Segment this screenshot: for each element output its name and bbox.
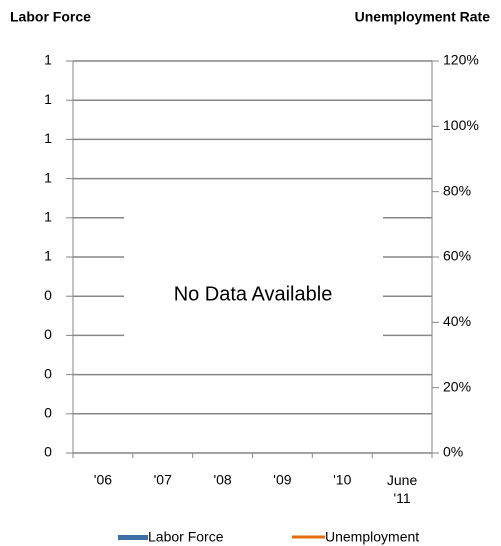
- y2-tick-label: 100%: [443, 117, 479, 133]
- y-tick-label: 1: [44, 91, 52, 107]
- y-tick-label: 1: [44, 169, 52, 185]
- y2-tick-label: 120%: [443, 52, 479, 68]
- legend-label: Labor Force: [148, 529, 224, 545]
- y-tick-label: 0: [44, 365, 52, 381]
- x-tick-label: '10: [333, 472, 351, 488]
- x-tick-label: '09: [273, 472, 291, 488]
- y2-axis-title: Unemployment Rate: [355, 9, 491, 25]
- y-tick-label: 1: [44, 248, 52, 264]
- x-tick-label: '08: [213, 472, 231, 488]
- y-tick-label: 1: [44, 130, 52, 146]
- annotation: No Data Available: [174, 283, 333, 305]
- no-data-box: [124, 200, 383, 350]
- x-tick-label: June '11: [387, 472, 418, 506]
- y-axis-title: Labor Force: [10, 9, 91, 25]
- y2-tick-label: 40%: [443, 313, 471, 329]
- y2-tick-label: 80%: [443, 182, 471, 198]
- y2-tick-label: 0%: [443, 444, 463, 460]
- y-tick-label: 0: [44, 326, 52, 342]
- y-tick-label: 0: [44, 444, 52, 460]
- y-tick-label: 1: [44, 209, 52, 225]
- y-tick-label: 0: [44, 405, 52, 421]
- y-tick-label: 0: [44, 287, 52, 303]
- y-tick-label: 1: [44, 52, 52, 68]
- legend-swatch: [118, 535, 148, 540]
- y2-tick-label: 60%: [443, 248, 471, 264]
- x-tick-label: '07: [154, 472, 172, 488]
- legend-label: Unemployment: [325, 529, 419, 545]
- x-tick-label: '06: [94, 472, 112, 488]
- y2-tick-label: 20%: [443, 378, 471, 394]
